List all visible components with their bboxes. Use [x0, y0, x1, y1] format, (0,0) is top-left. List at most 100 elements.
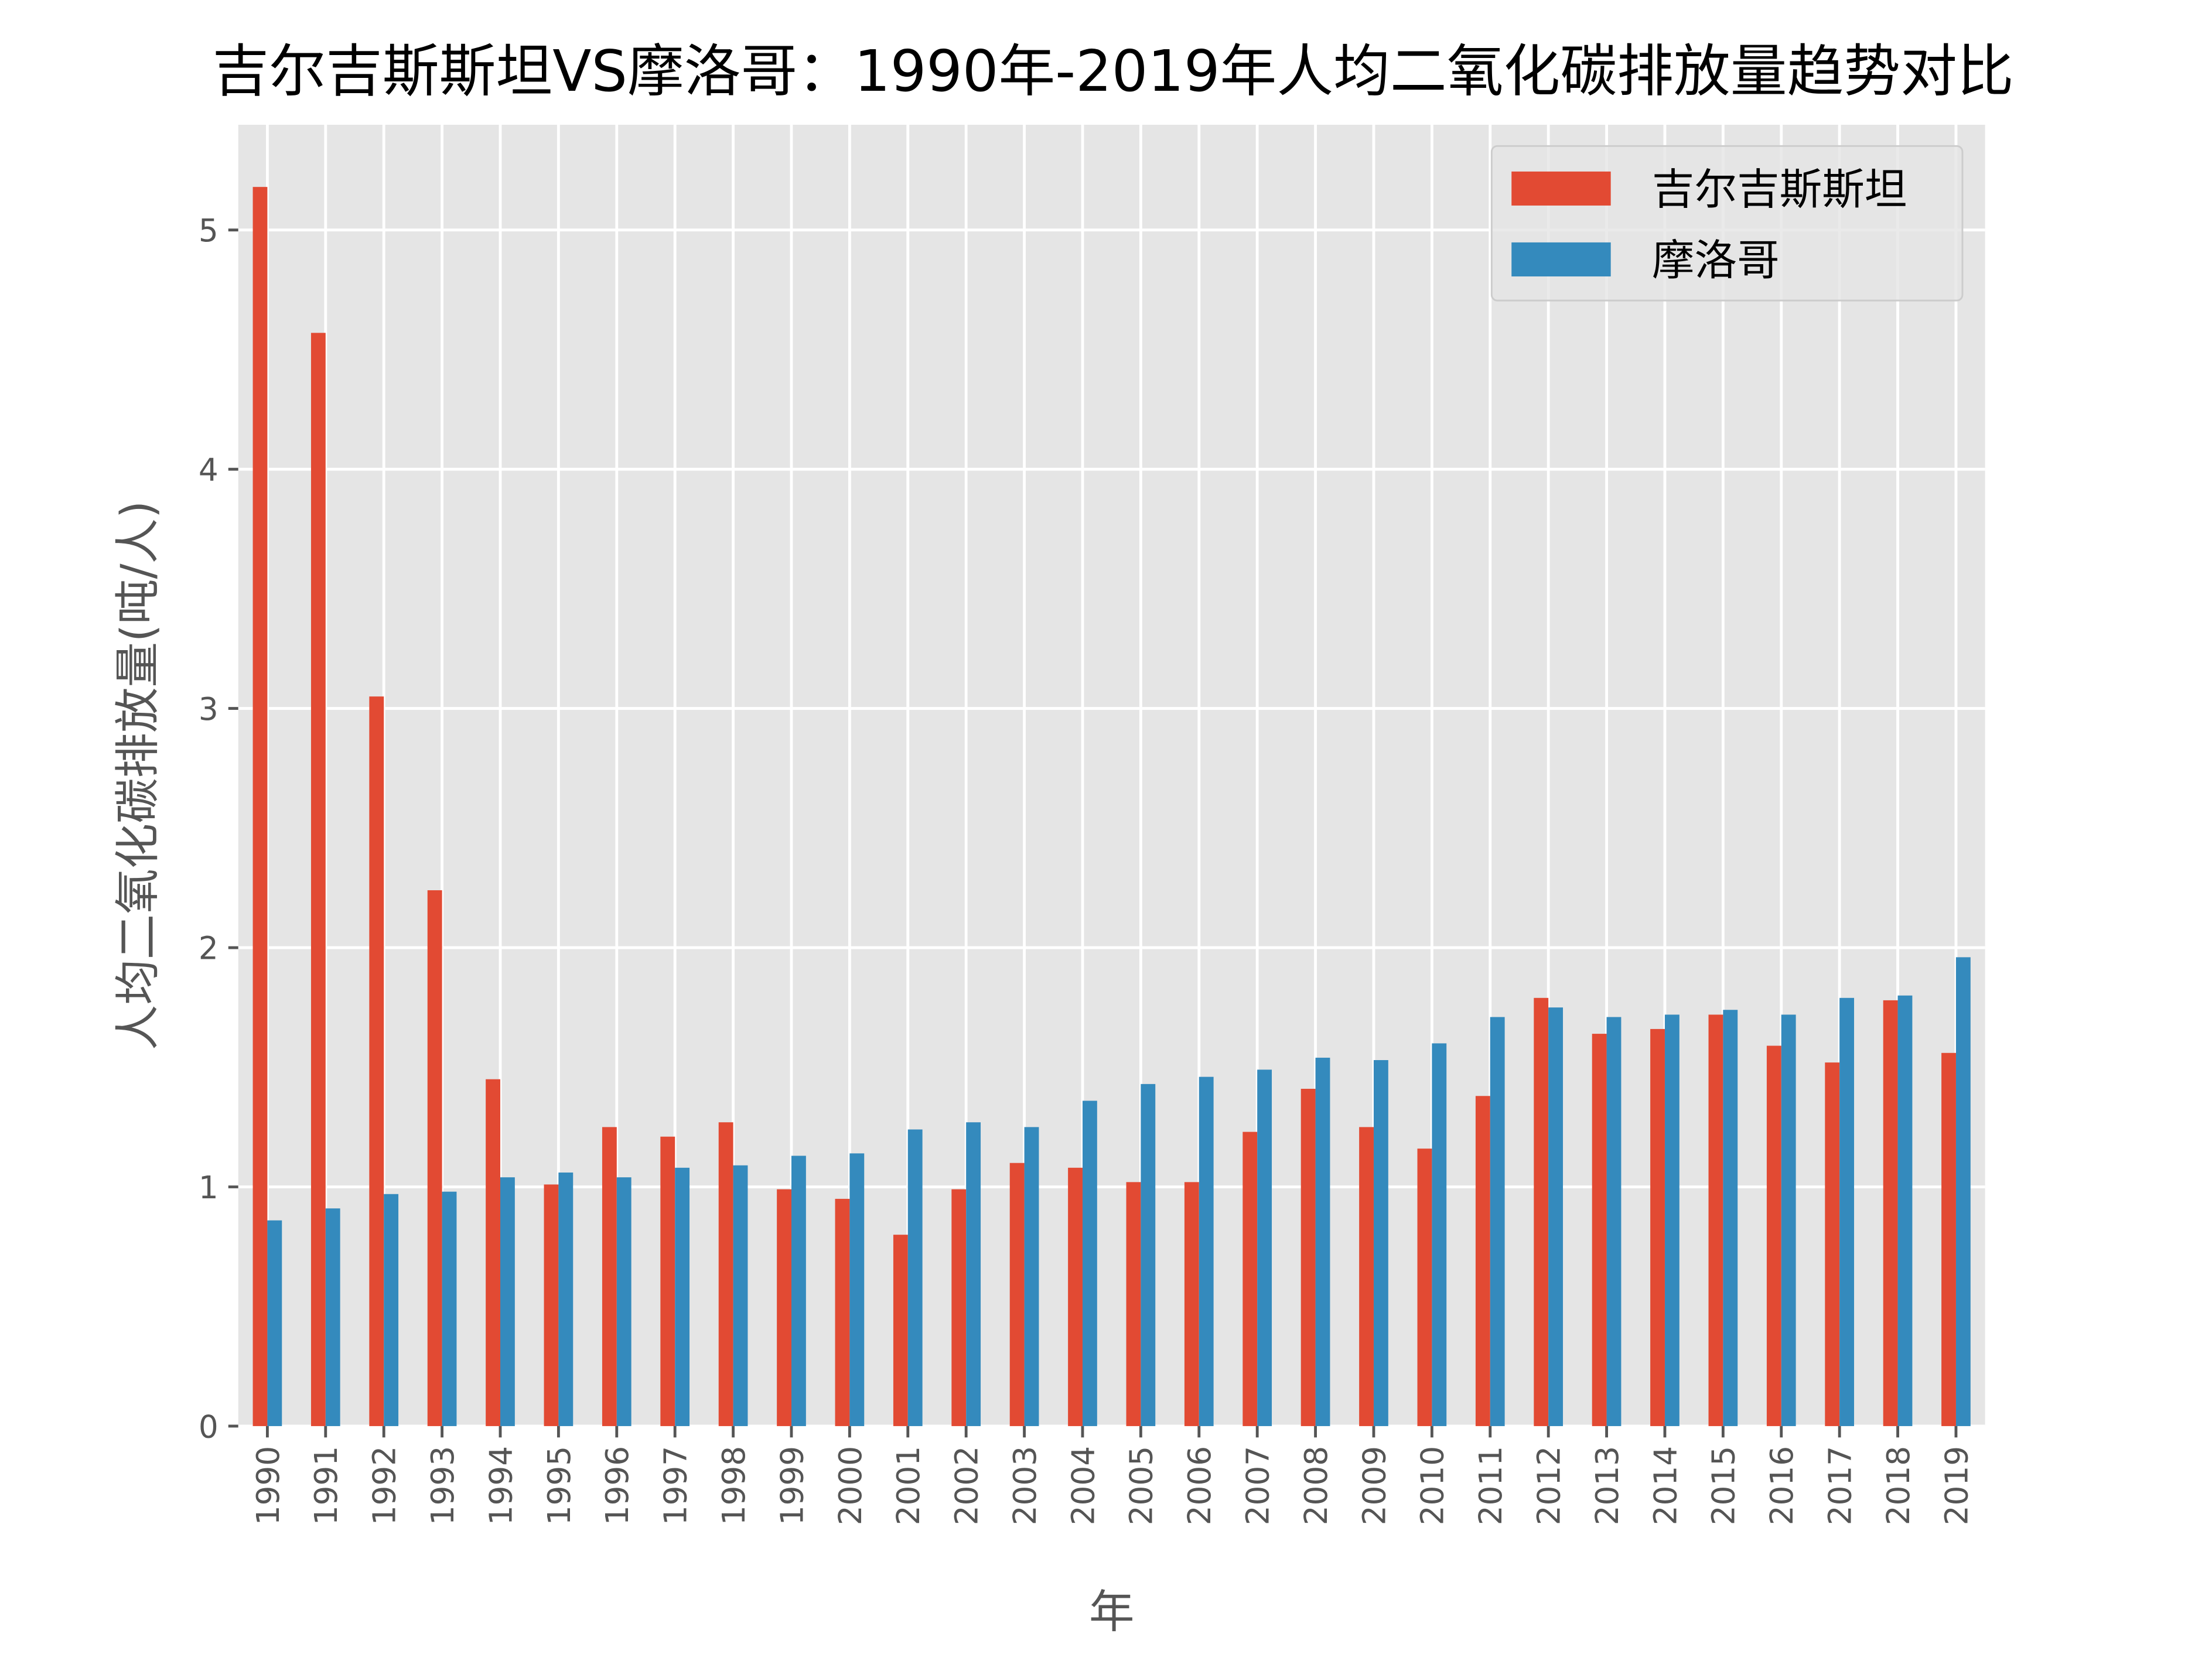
x-tick-label: 1994 [483, 1446, 519, 1525]
bar-morocco [907, 1129, 923, 1426]
bar-morocco [849, 1153, 865, 1426]
bars [252, 187, 1971, 1426]
bar-kyrgyzstan [1883, 1000, 1898, 1426]
bar-morocco [1082, 1101, 1097, 1426]
legend-label-morocco: 摩洛哥 [1652, 237, 1780, 286]
bar-kyrgyzstan [1708, 1014, 1723, 1426]
y-axis: 0 1 2 3 4 5 [199, 213, 238, 1445]
bar-kyrgyzstan [369, 696, 384, 1426]
x-tick-label: 2009 [1356, 1446, 1392, 1525]
x-tick-label: 2012 [1531, 1446, 1568, 1525]
bar-morocco [1315, 1057, 1330, 1426]
x-tick-label: 2013 [1589, 1446, 1626, 1525]
bar-kyrgyzstan [1650, 1028, 1665, 1426]
legend-swatch-morocco [1511, 242, 1611, 276]
bar-morocco [325, 1208, 340, 1426]
x-tick-label: 2006 [1182, 1446, 1218, 1525]
x-tick-label: 2015 [1706, 1446, 1742, 1525]
x-axis-label: 年 [1089, 1586, 1134, 1639]
bar-morocco [1606, 1017, 1622, 1426]
chart-title: 吉尔吉斯斯坦VS摩洛哥：1990年-2019年人均二氧化碳排放量趋势对比 [213, 38, 2014, 104]
y-tick-label: 1 [199, 1170, 219, 1206]
x-tick-label: 1991 [308, 1446, 344, 1525]
x-tick-label: 1993 [425, 1446, 461, 1525]
bar-morocco [1024, 1127, 1039, 1426]
bar-morocco [616, 1177, 631, 1426]
bar-kyrgyzstan [1592, 1034, 1607, 1426]
x-tick-label: 2001 [890, 1446, 927, 1525]
legend: 吉尔吉斯斯坦 摩洛哥 [1490, 145, 1964, 302]
bar-kyrgyzstan [1184, 1182, 1199, 1426]
x-tick-label: 2019 [1938, 1446, 1975, 1525]
x-tick-label: 2016 [1764, 1446, 1800, 1525]
x-tick-label: 2000 [832, 1446, 869, 1525]
bar-morocco [1257, 1069, 1272, 1426]
plot-background [238, 124, 1985, 1426]
bar-morocco [267, 1220, 282, 1426]
bar-kyrgyzstan [544, 1184, 559, 1426]
bar-morocco [1839, 997, 1855, 1426]
bar-morocco [1664, 1014, 1680, 1426]
bar-kyrgyzstan [1417, 1149, 1432, 1426]
bar-kyrgyzstan [835, 1198, 850, 1426]
x-axis: 1990 1991 1992 1993 1994 1995 1996 1997 1998 1999… [250, 1426, 1975, 1525]
bar-morocco [558, 1172, 574, 1426]
x-tick-label: 2014 [1647, 1446, 1684, 1525]
bar-kyrgyzstan [1825, 1062, 1840, 1426]
legend-swatch-kyrgyzstan [1511, 171, 1611, 206]
y-axis-label: 人均二氧化碳排放量(吨/人) [111, 501, 164, 1050]
bar-kyrgyzstan [1766, 1045, 1781, 1426]
bar-kyrgyzstan [1126, 1182, 1141, 1426]
bar-morocco [442, 1191, 457, 1426]
bar-kyrgyzstan [1068, 1167, 1083, 1426]
bar-kyrgyzstan [486, 1079, 500, 1426]
bar-kyrgyzstan [1475, 1096, 1490, 1426]
y-tick-label: 2 [199, 930, 219, 966]
bar-morocco [1373, 1060, 1388, 1426]
y-tick-label: 0 [199, 1409, 219, 1445]
bar-kyrgyzstan [951, 1189, 967, 1426]
x-tick-label: 2008 [1298, 1446, 1334, 1525]
bar-morocco [384, 1194, 399, 1426]
x-tick-label: 1992 [367, 1446, 403, 1525]
bar-kyrgyzstan [1534, 997, 1549, 1426]
bar-morocco [1723, 1010, 1738, 1426]
bar-kyrgyzstan [718, 1122, 733, 1426]
x-tick-label: 2011 [1473, 1446, 1509, 1525]
x-tick-label: 2004 [1065, 1446, 1101, 1525]
bar-morocco [733, 1165, 748, 1426]
bar-morocco [1548, 1007, 1564, 1426]
bar-kyrgyzstan [310, 333, 326, 1426]
y-tick-label: 4 [199, 452, 219, 488]
x-tick-label: 1990 [250, 1446, 286, 1525]
y-tick-label: 5 [199, 213, 219, 249]
x-tick-label: 2005 [1124, 1446, 1160, 1525]
bar-kyrgyzstan [777, 1189, 791, 1426]
bar-kyrgyzstan [660, 1136, 675, 1426]
y-tick-label: 3 [199, 691, 219, 727]
x-tick-label: 2007 [1240, 1446, 1276, 1525]
bar-morocco [675, 1167, 690, 1426]
bar-morocco [1955, 957, 1971, 1426]
bar-kyrgyzstan [602, 1127, 617, 1426]
bar-kyrgyzstan [1009, 1163, 1025, 1426]
bar-kyrgyzstan [427, 890, 442, 1426]
x-tick-label: 1997 [658, 1446, 694, 1525]
x-tick-label: 2003 [1007, 1446, 1043, 1525]
legend-label-kyrgyzstan: 吉尔吉斯斯坦 [1652, 166, 1907, 215]
bar-kyrgyzstan [1941, 1052, 1956, 1426]
bar-morocco [1199, 1076, 1214, 1426]
bar-morocco [1432, 1043, 1447, 1426]
x-tick-label: 1998 [716, 1446, 752, 1525]
bar-kyrgyzstan [252, 187, 268, 1426]
bar-kyrgyzstan [1242, 1132, 1258, 1426]
x-tick-label: 1996 [599, 1446, 636, 1525]
bar-morocco [1490, 1017, 1505, 1426]
x-tick-label: 1995 [541, 1446, 578, 1525]
bar-morocco [791, 1156, 806, 1426]
bar-morocco [500, 1177, 515, 1426]
bar-morocco [966, 1122, 981, 1426]
x-tick-label: 2017 [1822, 1446, 1859, 1525]
bar-morocco [1781, 1014, 1796, 1426]
